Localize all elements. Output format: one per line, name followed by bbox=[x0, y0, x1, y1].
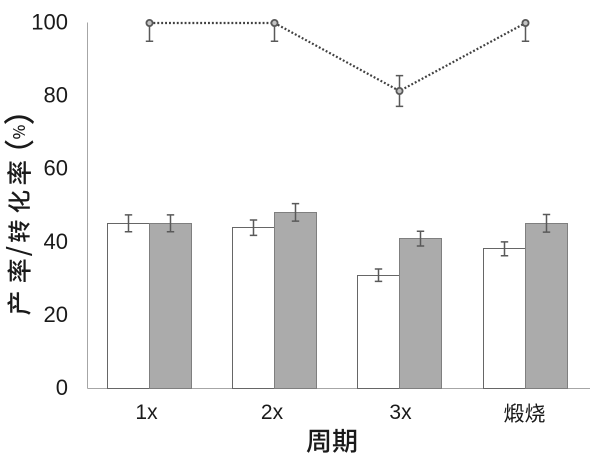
svg-text:0: 0 bbox=[56, 375, 68, 400]
svg-text:40: 40 bbox=[44, 229, 68, 254]
svg-text:3x: 3x bbox=[389, 401, 412, 424]
svg-text:80: 80 bbox=[44, 83, 68, 108]
svg-text:100: 100 bbox=[31, 10, 68, 35]
svg-text:60: 60 bbox=[44, 156, 68, 181]
svg-text:20: 20 bbox=[44, 302, 68, 327]
svg-text:1x: 1x bbox=[135, 401, 158, 424]
svg-text:2x: 2x bbox=[261, 401, 284, 424]
